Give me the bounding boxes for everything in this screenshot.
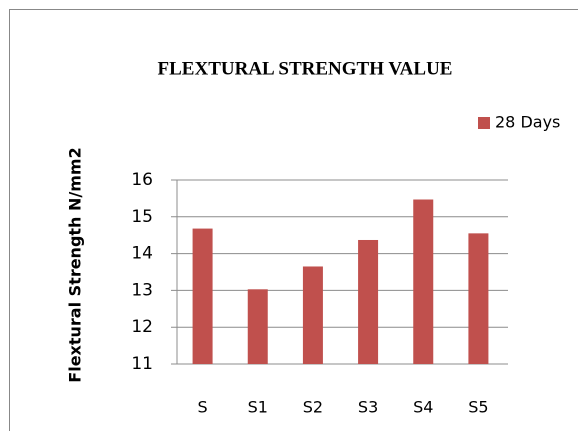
bar xyxy=(302,266,323,364)
x-tick-label: S3 xyxy=(358,398,378,417)
x-tick-label: S1 xyxy=(248,398,268,417)
legend-swatch xyxy=(478,117,490,129)
bar xyxy=(468,233,489,364)
bar xyxy=(358,239,379,364)
legend-label: 28 Days xyxy=(495,113,560,132)
x-tick-label: S5 xyxy=(468,398,488,417)
y-tick-label: 12 xyxy=(131,317,153,337)
x-tick-label: S4 xyxy=(413,398,433,417)
bar xyxy=(192,228,213,364)
bar xyxy=(413,199,434,364)
x-tick-label: S2 xyxy=(303,398,323,417)
x-tick-label: S xyxy=(198,398,208,417)
bar xyxy=(247,289,268,364)
y-tick-label: 14 xyxy=(131,244,153,264)
y-tick-label: 13 xyxy=(131,280,153,300)
y-tick-label: 16 xyxy=(131,170,153,190)
y-axis-label: Flextural Strength N/mm2 xyxy=(66,147,85,382)
chart-title: FLEXTURAL STRENGTH VALUE xyxy=(158,58,453,79)
y-tick-label: 11 xyxy=(131,354,153,374)
y-tick-label: 15 xyxy=(131,207,153,227)
